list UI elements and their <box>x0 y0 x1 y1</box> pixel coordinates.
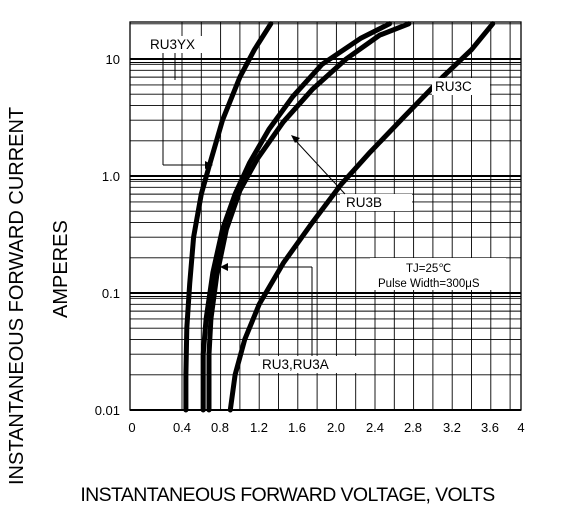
series-line-ru3yx <box>183 21 274 413</box>
x-tick-labels: 0 0.4 0.8 1.2 1.6 2.0 2.4 2.8 3.2 3.6 4 <box>128 420 524 435</box>
y-tick-label: 10 <box>106 52 120 67</box>
x-tick-label: 1.2 <box>250 420 268 435</box>
x-tick-label: 2.8 <box>404 420 422 435</box>
label-box-ru3b <box>340 194 412 211</box>
y-axis-title-line2: AMPERES <box>50 220 72 318</box>
label-box-conditions <box>370 258 506 290</box>
arrow-ru3yx <box>205 161 213 169</box>
x-tick-label: 4 <box>517 420 524 435</box>
label-tj: TJ=25℃ <box>406 263 451 275</box>
label-box-ru3yx <box>148 36 220 53</box>
series-line-ru3b <box>206 21 412 413</box>
x-tick-label: 3.2 <box>443 420 461 435</box>
label-box-ru3-ru3a <box>258 356 366 373</box>
x-tick-label: 0.4 <box>173 420 191 435</box>
label-box-ru3c <box>432 78 490 95</box>
x-tick-label: 1.6 <box>288 420 306 435</box>
x-axis-title: INSTANTANEOUS FORWARD VOLTAGE, VOLTS <box>80 484 495 506</box>
x-tick-label: 0.8 <box>211 420 229 435</box>
label-pulse-width: Pulse Width=300μS <box>378 278 480 290</box>
y-tick-label: 0.01 <box>95 403 120 418</box>
plot-frame <box>129 21 522 411</box>
label-ru3-ru3a: RU3,RU3A <box>262 357 329 372</box>
arrow-ru3a <box>220 263 228 271</box>
x-tick-label: 0 <box>128 420 135 435</box>
leader-ru3b <box>294 139 346 195</box>
annotations: RU3YX RU3B RU3C RU3,RU3A TJ=25℃ Pulse Width=3… <box>148 36 506 373</box>
series-line-ru3c <box>227 21 496 413</box>
y-axis-title-line1: INSTANTANEOUS FORWARD CURRENT <box>6 106 28 485</box>
series-curves <box>183 21 496 413</box>
x-tick-label: 2.4 <box>366 420 384 435</box>
label-ru3c: RU3C <box>435 79 472 94</box>
label-ru3b: RU3B <box>346 195 382 210</box>
y-tick-label: 1.0 <box>102 169 120 184</box>
y-tick-labels: 0.01 0.1 1.0 10 <box>95 52 120 418</box>
series-line-ru3-ru3a <box>200 21 392 413</box>
arrow-ru3b <box>291 135 300 143</box>
x-tick-label: 2.0 <box>327 420 345 435</box>
label-ru3yx: RU3YX <box>150 37 195 52</box>
x-tick-label: 3.6 <box>481 420 499 435</box>
y-tick-label: 0.1 <box>102 286 120 301</box>
